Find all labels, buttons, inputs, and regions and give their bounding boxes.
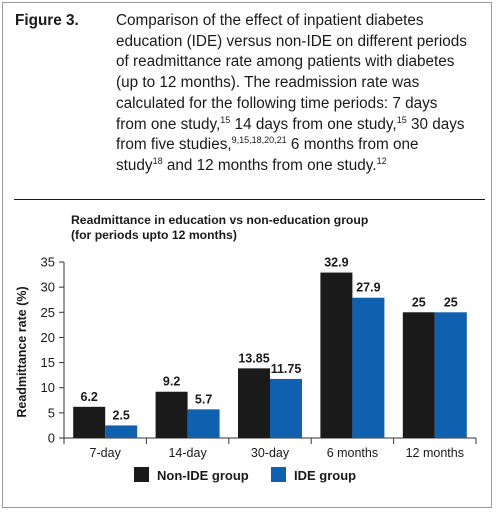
data-label: 25 <box>412 295 426 309</box>
y-tick-label: 15 <box>41 355 55 370</box>
citation-superscript: 15 <box>396 114 407 125</box>
data-label: 32.9 <box>324 256 348 270</box>
caption-line: of readmittance rate among patients with… <box>116 53 455 71</box>
citation-superscript: 15 <box>220 114 231 125</box>
bar <box>352 297 385 438</box>
chart-title-line-2: (for periods upto 12 months) <box>71 228 237 242</box>
caption-divider <box>14 199 485 200</box>
caption-line: from one study,15 14 days from one study… <box>116 114 465 133</box>
data-label: 6.2 <box>81 390 98 404</box>
data-label: 13.85 <box>238 351 269 365</box>
category-label: 30-day <box>251 446 290 460</box>
legend-swatch <box>134 467 149 482</box>
citation-superscript: 12 <box>376 155 387 166</box>
legend-label: Non-IDE group <box>157 468 249 483</box>
caption-line: (up to 12 months). The readmission rate … <box>116 74 420 92</box>
bar <box>238 368 270 438</box>
bar <box>187 409 220 438</box>
category-label: 14-day <box>168 446 207 460</box>
caption-line: from five studies,9,15,18,20,21 6 months… <box>116 135 419 154</box>
bar <box>402 312 435 438</box>
bar <box>105 425 138 438</box>
chart-title: Readmittance in education vs non-educati… <box>71 213 368 243</box>
bar <box>73 406 106 438</box>
y-tick-label: 20 <box>41 330 55 345</box>
y-tick-label: 10 <box>41 380 55 395</box>
bar <box>320 272 353 438</box>
bar <box>434 312 467 438</box>
legend-label: IDE group <box>294 468 356 483</box>
chart-title-line-1: Readmittance in education vs non-educati… <box>71 213 369 227</box>
data-label: 11.75 <box>271 362 302 376</box>
caption-line: study18 and 12 months from one study.12 <box>116 155 387 174</box>
data-label: 27.9 <box>356 281 380 295</box>
bar <box>155 391 188 438</box>
data-label: 25 <box>444 295 458 309</box>
y-tick-label: 30 <box>41 280 55 295</box>
y-tick-label: 5 <box>48 405 55 420</box>
citation-superscript: 18 <box>152 155 163 166</box>
caption-line: Comparison of the effect of inpatient di… <box>116 12 424 29</box>
data-label: 5.7 <box>195 392 212 406</box>
bar <box>270 378 302 438</box>
figure-label: Figure 3. <box>15 12 79 29</box>
caption-line: education (IDE) versus non-IDE on differ… <box>116 32 467 50</box>
y-tick-label: 0 <box>48 431 55 446</box>
category-label: 6 months <box>327 446 378 460</box>
category-label: 12 months <box>406 446 464 460</box>
data-label: 9.2 <box>163 375 180 389</box>
legend-swatch <box>271 467 286 482</box>
category-label: 7-day <box>90 446 122 460</box>
y-tick-label: 25 <box>41 305 55 320</box>
citation-superscript: 9,15,18,20,21 <box>231 135 287 146</box>
y-tick-label: 35 <box>41 255 55 270</box>
y-axis-label: Readmittance rate (%) <box>15 286 29 417</box>
caption-line: calculated for the following time period… <box>116 94 438 112</box>
data-label: 2.5 <box>113 408 130 422</box>
